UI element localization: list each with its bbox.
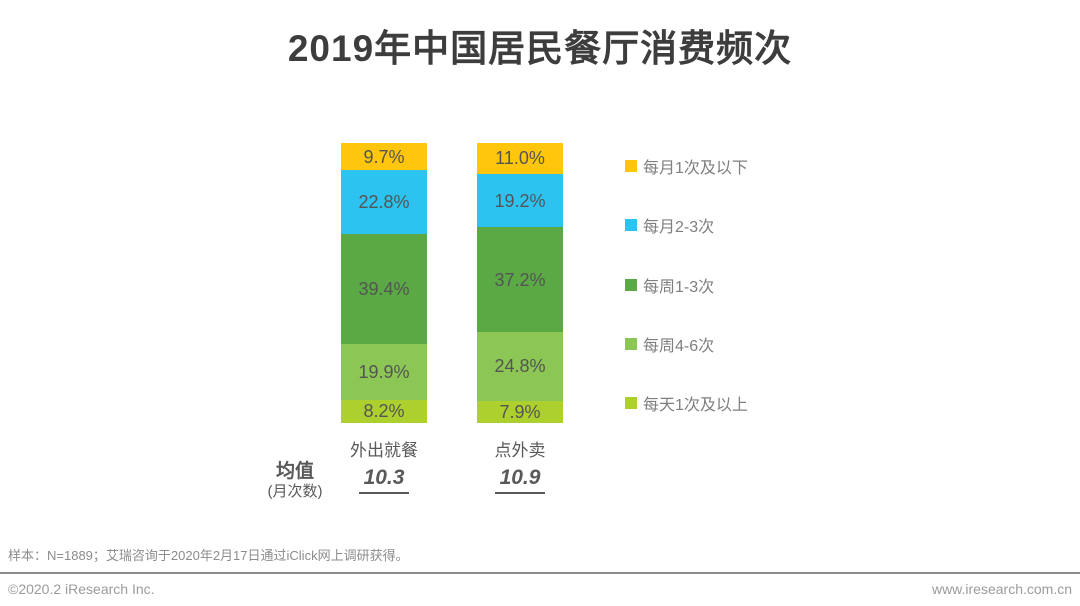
legend-swatch [625, 219, 637, 232]
bar-segment: 19.2% [477, 173, 563, 228]
chart-title: 2019年中国居民餐厅消费频次 [287, 28, 793, 69]
segment-value-label: 39.4% [358, 279, 410, 300]
bar-segment: 39.4% [341, 233, 427, 345]
segment-value-label: 9.7% [363, 146, 405, 167]
category-label: 外出就餐 [350, 441, 418, 460]
category-label: 点外卖 [494, 441, 546, 460]
bar-segment: 11.0% [477, 143, 563, 174]
segment-value-label: 19.9% [358, 362, 410, 383]
legend-swatch [625, 160, 637, 172]
segment-value-label: 37.2% [494, 269, 546, 290]
sample-footnote: 样本：N=1889；艾瑞咨询于2020年2月17日通过iClick网上调研获得。 [8, 548, 409, 563]
bar-segment: 22.8% [341, 170, 427, 234]
average-label-block: 均值 (月次数) [256, 461, 334, 501]
segment-value-label: 7.9% [499, 401, 541, 422]
segment-value-label: 24.8% [494, 356, 546, 377]
legend-item: 每周1-3次 [625, 273, 714, 297]
average-label: 均值 [275, 461, 314, 482]
average-value: 10.9 [494, 466, 546, 494]
average-sublabel: (月次数) [267, 483, 323, 500]
segment-value-label: 11.0% [495, 148, 545, 169]
legend-label: 每天1次及以上 [643, 397, 748, 414]
legend-swatch [625, 397, 637, 409]
segment-value-label: 8.2% [363, 401, 405, 422]
legend-label: 每周1-3次 [643, 278, 715, 296]
bar-segment: 9.7% [341, 143, 427, 171]
average-value: 10.3 [358, 466, 410, 494]
bar-segment: 37.2% [477, 227, 563, 332]
average-value-wrap: 10.3 [301, 466, 467, 494]
bar-segment: 24.8% [477, 331, 563, 401]
website-text: www.iresearch.com.cn [931, 581, 1072, 597]
bar-segment: 7.9% [477, 400, 563, 423]
stacked-bar: 9.7% 22.8% 39.4% 19.9% 8.2% [341, 143, 427, 423]
copyright-text: ©2020.2 iResearch Inc. [8, 581, 155, 597]
legend-item: 每周4-6次 [625, 332, 714, 356]
legend-item: 每月2-3次 [625, 213, 714, 237]
average-value-wrap: 10.9 [437, 466, 603, 494]
legend-swatch [625, 278, 637, 291]
bar-segment: 8.2% [341, 400, 427, 423]
segment-value-label: 19.2% [494, 190, 546, 211]
segment-value-label: 22.8% [358, 192, 410, 213]
legend-item: 每天1次及以上 [625, 391, 748, 415]
footer-divider [0, 572, 1080, 574]
legend-swatch [625, 337, 637, 350]
legend-label: 每月2-3次 [643, 219, 715, 237]
legend-item: 每月1次及以下 [625, 154, 748, 178]
legend-label: 每月1次及以下 [643, 160, 748, 177]
stacked-bar: 11.0% 19.2% 37.2% 24.8% 7.9% [477, 143, 563, 423]
legend-label: 每周4-6次 [643, 337, 715, 355]
bar-segment: 19.9% [341, 344, 427, 401]
